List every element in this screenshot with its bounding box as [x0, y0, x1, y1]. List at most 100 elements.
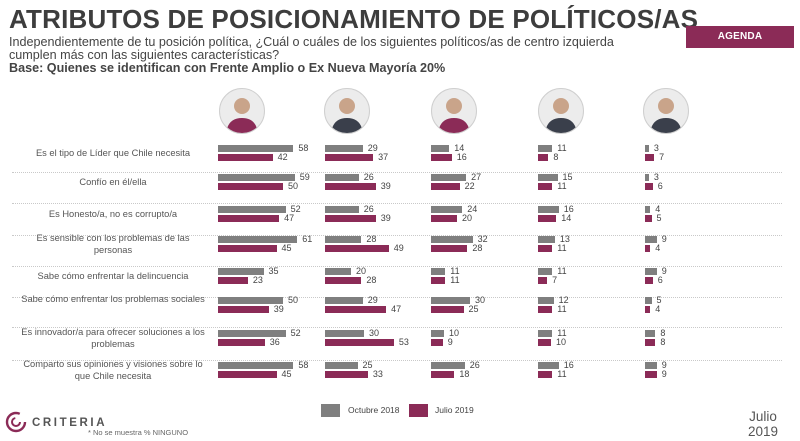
value-label: 11 [450, 266, 460, 276]
bar-2018 [325, 236, 362, 243]
page-title: ATRIBUTOS DE POSICIONAMIENTO DE POLÍTICO… [9, 4, 699, 34]
value-label: 61 [302, 234, 313, 244]
row-separator [12, 172, 782, 173]
value-label: 11 [557, 266, 567, 276]
bar-2018 [325, 268, 351, 275]
bar-2018 [538, 174, 558, 181]
bar-2019 [645, 339, 656, 346]
value-label: 16 [456, 152, 467, 162]
base-text: Base: Quienes se identifican con Frente … [9, 61, 446, 75]
bar-2019 [431, 339, 443, 346]
value-label: 12 [558, 295, 569, 305]
value-label: 7 [659, 152, 665, 162]
value-label: 30 [369, 328, 380, 338]
value-label: 9 [661, 266, 667, 276]
bar-2018 [325, 145, 363, 152]
value-label: 49 [393, 243, 404, 253]
bar-2018 [325, 330, 364, 337]
value-label: 32 [477, 234, 488, 244]
value-label: 11 [450, 275, 460, 285]
value-label: 20 [356, 266, 367, 276]
value-label: 24 [467, 204, 478, 214]
category-label: Es el tipo de Líder que Chile necesita [35, 148, 190, 158]
bar-2019 [218, 339, 265, 346]
value-label: 26 [363, 172, 374, 182]
report-month: Julio [749, 409, 777, 424]
row-separator [12, 297, 782, 298]
value-label: 30 [475, 295, 486, 305]
bar-2018 [645, 174, 649, 181]
value-label: 11 [557, 143, 567, 153]
bar-2019 [538, 306, 553, 313]
bar-2018 [218, 330, 286, 337]
category-label: Sabe cómo enfrentar los problemas social… [21, 294, 205, 304]
category-label: Sabe cómo enfrentar la delincuencia [37, 271, 189, 281]
bar-2019 [538, 245, 553, 252]
legend-swatch-2019 [409, 404, 428, 417]
value-label: 22 [464, 181, 475, 191]
footnote: * No se muestra % NINGUNO [88, 428, 189, 437]
bar-2019 [645, 371, 657, 378]
value-label: 39 [380, 213, 391, 223]
bar-2019 [645, 306, 651, 313]
criteria-logo-text: CRITERIA [32, 417, 108, 429]
value-label: 14 [454, 143, 465, 153]
bar-2019 [431, 306, 464, 313]
bar-2019 [431, 215, 457, 222]
bar-2019 [218, 215, 280, 222]
value-label: 11 [557, 181, 567, 191]
value-label: 53 [398, 337, 409, 347]
value-label: 50 [288, 181, 299, 191]
row-separator [12, 360, 782, 361]
politician-5-photo [643, 88, 689, 134]
politician-4-photo [538, 88, 584, 134]
bar-2019 [538, 215, 557, 222]
value-label: 59 [299, 172, 310, 182]
bar-2019 [218, 277, 248, 284]
value-label: 10 [556, 337, 567, 347]
bar-2018 [538, 268, 553, 275]
bar-2018 [431, 145, 450, 152]
value-label: 14 [561, 213, 572, 223]
value-label: 3 [653, 143, 659, 153]
politician-1-photo [219, 88, 265, 134]
value-label: 42 [277, 152, 288, 162]
value-label: 6 [657, 275, 663, 285]
value-label: 47 [284, 213, 295, 223]
value-label: 8 [553, 152, 559, 162]
value-label: 13 [559, 234, 570, 244]
value-label: 3 [653, 172, 659, 182]
legend-label-2019: Julio 2019 [435, 405, 474, 415]
bar-2018 [431, 236, 473, 243]
bar-2019 [325, 371, 368, 378]
bar-2018 [645, 362, 657, 369]
value-label: 4 [655, 243, 661, 253]
bar-2018 [431, 297, 470, 304]
agenda-badge: AGENDA CIUDADANA [686, 26, 794, 64]
bar-2019 [325, 215, 376, 222]
bar-2018 [538, 236, 555, 243]
bar-2018 [325, 206, 359, 213]
value-label: 37 [378, 152, 389, 162]
value-label: 39 [273, 304, 284, 314]
bar-2019 [431, 245, 468, 252]
category-label: Es Honesto/a, no es corrupto/a [48, 209, 178, 219]
bar-2019 [218, 371, 277, 378]
bar-2019 [325, 245, 389, 252]
value-label: 8 [660, 337, 666, 347]
bar-2019 [538, 183, 553, 190]
bar-2018 [218, 297, 283, 304]
politician-3-photo [431, 88, 477, 134]
bar-2019 [325, 154, 374, 161]
value-label: 29 [367, 295, 378, 305]
value-label: 18 [459, 369, 470, 379]
category-label: Es innovador/a para ofrecer soluciones a… [21, 327, 205, 349]
value-label: 20 [462, 213, 473, 223]
bar-2018 [325, 297, 363, 304]
bar-2018 [645, 297, 652, 304]
bar-2019 [325, 277, 362, 284]
legend-swatch-2018 [321, 404, 340, 417]
bar-2018 [538, 145, 553, 152]
bar-2019 [645, 183, 653, 190]
value-label: 28 [366, 275, 377, 285]
